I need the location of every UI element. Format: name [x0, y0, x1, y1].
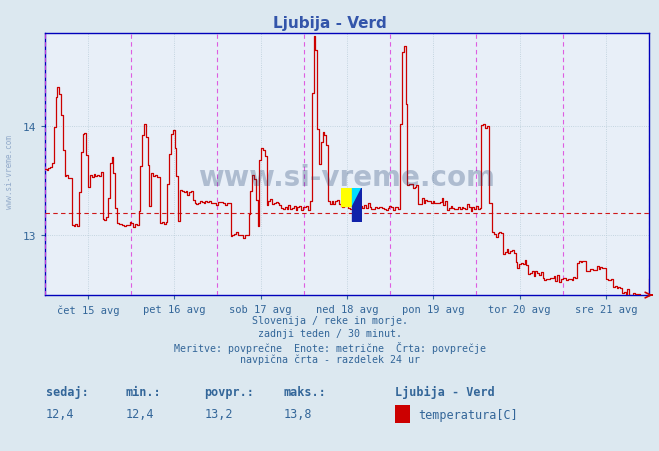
Polygon shape — [341, 189, 353, 207]
Text: Slovenija / reke in morje.: Slovenija / reke in morje. — [252, 316, 407, 326]
Text: temperatura[C]: temperatura[C] — [418, 409, 518, 421]
Text: sedaj:: sedaj: — [46, 385, 89, 398]
Text: 13,8: 13,8 — [283, 407, 312, 420]
Text: 12,4: 12,4 — [125, 407, 154, 420]
Text: Ljubija - Verd: Ljubija - Verd — [273, 16, 386, 31]
Text: 12,4: 12,4 — [46, 407, 74, 420]
Text: Ljubija - Verd: Ljubija - Verd — [395, 385, 495, 398]
Text: navpična črta - razdelek 24 ur: navpična črta - razdelek 24 ur — [239, 354, 420, 364]
Text: povpr.:: povpr.: — [204, 385, 254, 398]
Text: min.:: min.: — [125, 385, 161, 398]
Text: zadnji teden / 30 minut.: zadnji teden / 30 minut. — [258, 328, 401, 338]
Text: Meritve: povprečne  Enote: metrične  Črta: povprečje: Meritve: povprečne Enote: metrične Črta:… — [173, 341, 486, 353]
Polygon shape — [353, 189, 362, 222]
Text: 13,2: 13,2 — [204, 407, 233, 420]
Polygon shape — [353, 189, 362, 207]
Text: maks.:: maks.: — [283, 385, 326, 398]
Text: www.si-vreme.com: www.si-vreme.com — [198, 164, 496, 192]
Text: www.si-vreme.com: www.si-vreme.com — [5, 134, 14, 208]
